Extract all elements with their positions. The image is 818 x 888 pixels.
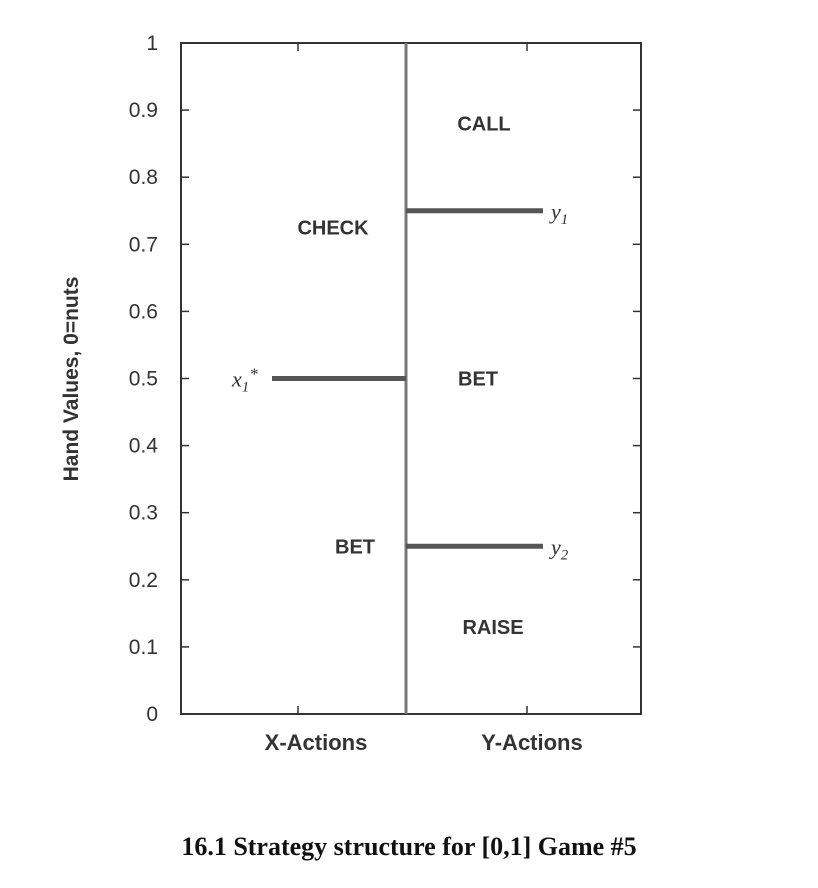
y-tick-label: 0.4 [129,435,159,458]
y-tick-label: 0.6 [129,300,158,323]
region-label-bet: BET [335,536,375,558]
region-label-check: CHECK [297,218,369,240]
threshold-annotation: y1 [549,199,568,228]
threshold-annotation: y2 [549,534,569,563]
threshold-lines [272,208,543,549]
threshold-annotation: x1* [231,365,258,396]
region-label-bet: BET [458,369,498,391]
y-tick-label: 0.8 [129,166,158,189]
y-axis-label: Hand Values, 0=nuts [60,277,83,482]
x-axis-label-y-actions: Y-Actions [481,730,582,755]
region-label-raise: RAISE [462,617,523,639]
y-tick-label: 0.5 [129,368,158,391]
y-tick-label: 0.7 [129,233,158,256]
y-tick-label: 1 [146,32,158,55]
y-tick-label: 0.1 [129,636,158,659]
region-labels: CHECK BET x1* CALL BET RAISE y1 y2 [231,114,569,639]
figure-caption: 16.1 Strategy structure for [0,1] Game #… [181,832,637,861]
x-axis-label-x-actions: X-Actions [265,730,368,755]
y-tick-label: 0 [146,703,158,726]
y-tick-label: 0.3 [129,502,158,525]
y-ticks: 0 0.1 0.2 0.3 0.4 0.5 0.6 0.7 0.8 0.9 1 [129,32,641,726]
region-label-call: CALL [457,114,510,136]
y-tick-label: 0.2 [129,569,158,592]
y-tick-label: 0.9 [129,99,158,122]
